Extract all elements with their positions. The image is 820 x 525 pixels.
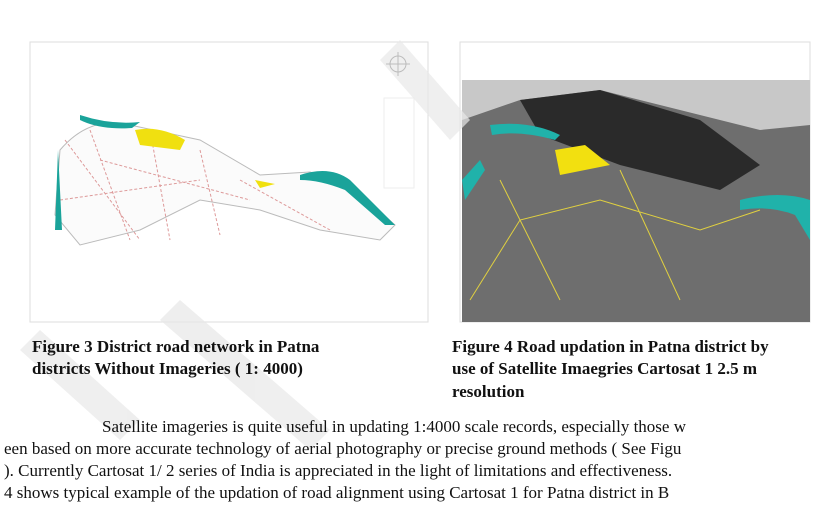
body-line: 4 shows typical example of the updation … <box>4 483 670 502</box>
figure-4-image <box>462 80 810 322</box>
figure-caption: resolution <box>452 382 525 401</box>
body-line: ). Currently Cartosat 1/ 2 series of Ind… <box>4 461 673 480</box>
figure-caption: Figure 4 Road updation in Patna district… <box>452 337 769 356</box>
figure-caption: Figure 3 District road network in Patna <box>32 337 320 356</box>
body-line: Satellite imageries is quite useful in u… <box>102 417 686 436</box>
figure-caption: districts Without Imageries ( 1: 4000) <box>32 359 303 378</box>
figure-caption: use of Satellite Imaegries Cartosat 1 2.… <box>452 359 757 378</box>
body-line: een based on more accurate technology of… <box>4 439 682 458</box>
figure-3-map <box>54 52 415 246</box>
watermark <box>20 40 470 450</box>
